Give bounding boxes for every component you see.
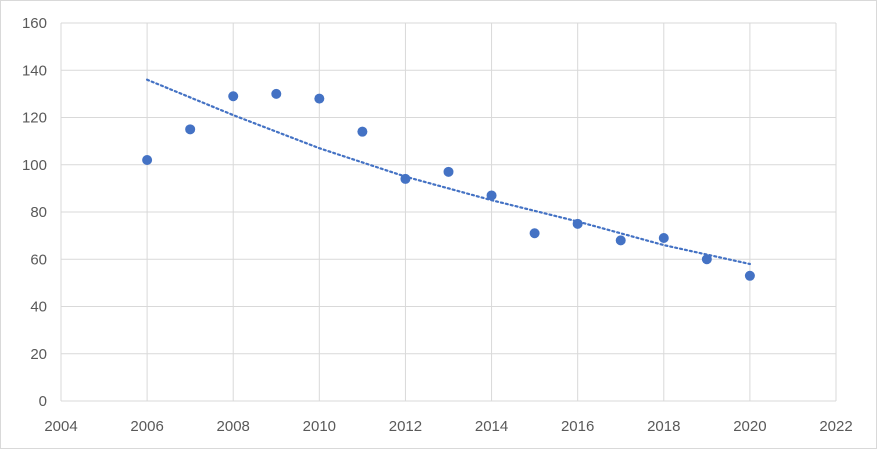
x-tick-label: 2012 [389, 418, 422, 435]
y-tick-label: 0 [39, 393, 47, 410]
data-point [357, 126, 368, 137]
y-axis-ticks: 0 20 40 60 80 100 120 140 160 [22, 15, 47, 410]
trendline-layer [146, 78, 752, 266]
data-point [701, 254, 712, 265]
x-tick-label: 2022 [819, 418, 852, 435]
data-point [314, 93, 325, 104]
trendline [146, 78, 752, 266]
x-tick-label: 2004 [44, 418, 77, 435]
data-point [572, 218, 583, 229]
data-point [271, 88, 282, 99]
y-tick-label: 40 [30, 299, 47, 316]
data-point [443, 166, 454, 177]
x-tick-label: 2008 [217, 418, 250, 435]
y-tick-label: 100 [22, 157, 47, 174]
data-point [228, 91, 239, 102]
data-point [529, 228, 540, 239]
y-tick-label: 60 [30, 251, 47, 268]
y-tick-label: 80 [30, 204, 47, 221]
data-point [486, 190, 497, 201]
data-point [744, 270, 755, 281]
data-points [142, 88, 755, 281]
data-point [400, 173, 411, 184]
x-tick-label: 2014 [475, 418, 508, 435]
x-tick-label: 2010 [303, 418, 336, 435]
data-point [185, 124, 196, 135]
y-tick-label: 160 [22, 15, 47, 32]
x-tick-label: 2018 [647, 418, 680, 435]
data-point [658, 232, 669, 243]
y-tick-label: 140 [22, 62, 47, 79]
data-point [615, 235, 626, 246]
y-tick-label: 20 [30, 346, 47, 363]
grid [60, 22, 837, 402]
x-axis-ticks: 2004 2006 2008 2010 2012 2014 2016 2018 2020 2022 [44, 418, 852, 435]
x-tick-label: 2016 [561, 418, 594, 435]
data-point [142, 155, 153, 166]
x-tick-label: 2020 [733, 418, 766, 435]
x-tick-label: 2006 [130, 418, 163, 435]
y-tick-label: 120 [22, 110, 47, 127]
